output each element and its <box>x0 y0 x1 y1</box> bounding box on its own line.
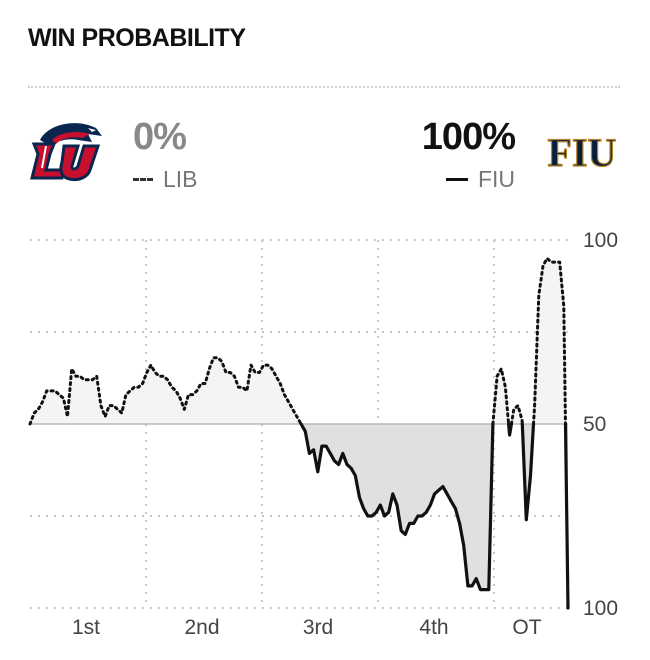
chart-areas <box>30 258 568 608</box>
x-tick-label-2: 3rd <box>303 616 333 639</box>
y-tick-label-2: 100 <box>583 597 618 620</box>
away-legend: LIB <box>133 166 198 193</box>
y-axis-labels: 100 50 100 <box>583 229 618 620</box>
fiu-line-7 <box>563 422 570 610</box>
x-tick-label-3: 4th <box>419 616 448 639</box>
x-tick-label-0: 1st <box>72 616 100 639</box>
fiu-line-1 <box>299 422 495 592</box>
lib-area-0 <box>30 357 302 424</box>
lib-line-4 <box>509 404 524 426</box>
fiu-line-5 <box>520 422 536 522</box>
lib-area-6 <box>533 258 566 424</box>
win-probability-chart: 100 50 100 1st 2nd 3rd 4th OT <box>28 229 618 639</box>
x-tick-label-4: OT <box>512 616 541 639</box>
chart-lines <box>28 256 570 610</box>
x-tick-label-1: 2nd <box>184 616 219 639</box>
solid-line-key-icon <box>445 178 468 181</box>
home-legend: FIU <box>445 166 515 193</box>
home-team-abbr: FIU <box>477 166 515 192</box>
fiu-logo-icon: FIU <box>547 132 617 172</box>
svg-text:FIU: FIU <box>548 132 617 172</box>
liberty-flames-logo-icon <box>30 123 102 181</box>
widget-title: WIN PROBABILITY <box>28 24 246 52</box>
away-team-abbr: LIB <box>163 166 198 192</box>
lib-line-2 <box>491 367 511 426</box>
y-tick-label-0: 100 <box>583 229 618 252</box>
home-win-pct: 100% <box>421 116 516 158</box>
y-tick-label-1: 50 <box>583 413 606 436</box>
x-axis-labels: 1st 2nd 3rd 4th OT <box>72 616 542 639</box>
fiu-line-3 <box>507 422 513 437</box>
away-win-pct: 0% <box>133 116 187 158</box>
title-divider <box>28 86 620 88</box>
dotted-line-key-icon <box>133 178 153 181</box>
lib-line-0 <box>28 356 303 426</box>
lib-line-6 <box>532 256 567 426</box>
